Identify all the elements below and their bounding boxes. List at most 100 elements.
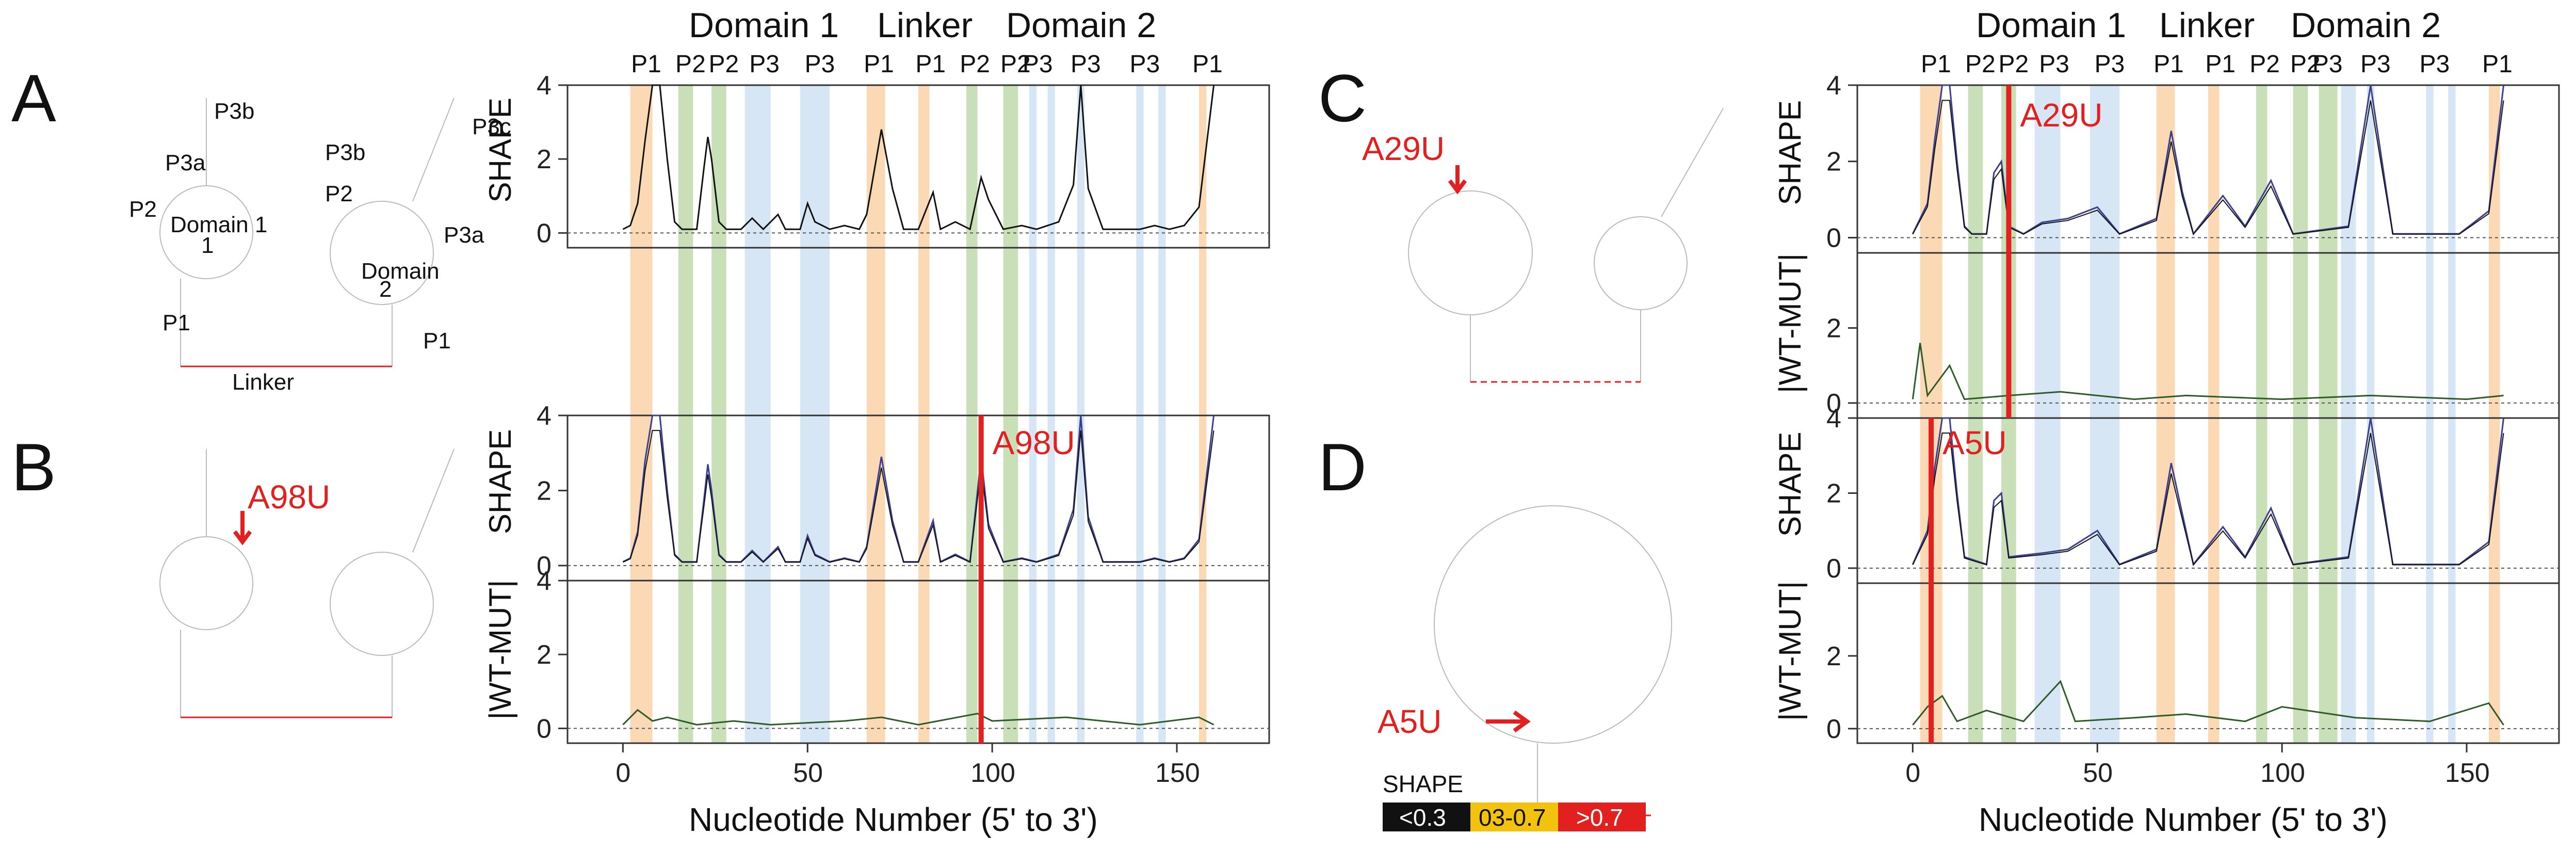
legend-swatch-low <box>1383 803 1470 831</box>
structure-d: A5U <box>1378 505 1672 816</box>
band-blue <box>1029 85 1037 743</box>
chart-c-3: 0 2 4 SHAPE <box>1773 71 2560 254</box>
y-tick-label: 0 <box>1826 714 1841 744</box>
band-blue <box>2367 85 2375 743</box>
series-line-wt <box>1912 432 2504 566</box>
loop-domain1 <box>159 536 253 630</box>
region-label: P2 <box>2249 51 2280 78</box>
region-label: P3 <box>2419 51 2450 78</box>
band-green <box>2319 85 2338 743</box>
region-label: P2 <box>2290 51 2321 78</box>
chart-d-5: 0 2 4 SHAPE <box>1773 404 2560 584</box>
y-axis-label: SHAPE <box>1773 100 1807 205</box>
legend-label-high: >0.7 <box>1576 804 1623 831</box>
band-green <box>966 85 978 743</box>
region-label: P2 <box>675 51 706 78</box>
region-label: P3 <box>2360 51 2391 78</box>
band-orange <box>630 85 653 743</box>
x-tick-label: 150 <box>2445 758 2490 788</box>
y-tick-label: 2 <box>1826 147 1841 177</box>
y-tick-label: 0 <box>1826 223 1841 253</box>
header-domain1: Domain 1 <box>1976 6 2126 45</box>
x-tick-label: 150 <box>1155 758 1200 788</box>
y-tick-label: 4 <box>537 566 552 596</box>
region-label: P3 <box>1129 51 1160 78</box>
y-axis-label: |WT-MUT| <box>1773 253 1807 393</box>
region-label: P2 <box>960 51 990 78</box>
region-label: P1 <box>1921 51 1951 78</box>
y-axis-label: SHAPE <box>483 98 517 202</box>
legend-label-mid: 03-0.7 <box>1479 804 1546 831</box>
band-blue <box>2341 85 2356 743</box>
header-right: Domain 1 Linker Domain 2 <box>1976 6 2441 45</box>
band-green <box>1003 85 1018 743</box>
band-blue <box>2034 85 2061 743</box>
band-blue <box>744 85 771 743</box>
y-tick-label: 2 <box>1826 641 1841 671</box>
band-blue <box>2426 85 2434 743</box>
series-line-wt <box>622 430 1214 563</box>
y-tick-label: 0 <box>537 218 552 248</box>
band-orange <box>1199 85 1207 743</box>
region-bands-left <box>630 85 1207 743</box>
band-orange <box>2208 85 2219 743</box>
y-tick-label: 0 <box>537 714 552 744</box>
y-tick-label: 2 <box>1826 478 1841 508</box>
plot-frame <box>1856 582 2560 744</box>
band-blue <box>1136 85 1144 743</box>
region-label: P1 <box>2153 51 2184 78</box>
region-label: P1 <box>2205 51 2235 78</box>
structure-c: A29U <box>1362 108 1724 383</box>
series-line <box>622 84 1215 231</box>
region-label: P1 <box>864 51 894 78</box>
panel-letter-c: C <box>1318 60 1367 136</box>
region-label: P1 <box>1192 51 1223 78</box>
mutation-lines: A98U A29U A5U <box>978 85 2103 743</box>
region-label: P3 <box>2039 51 2069 78</box>
mutation-label-b: A98U <box>248 478 330 516</box>
label-p3a-right: P3a <box>444 222 484 248</box>
region-label: P2 <box>1998 51 2029 78</box>
loop-domain2 <box>1594 216 1688 310</box>
x-axis-label-left: Nucleotide Number (5' to 3') <box>689 801 1098 838</box>
chart-d-6: 0 2 |WT-MUT| 0 50 100 150 <box>1773 581 2560 788</box>
band-blue <box>2448 85 2456 743</box>
region-label: P3 <box>805 51 835 78</box>
header-domain2: Domain 2 <box>1006 6 1156 45</box>
stem-p3-right <box>1661 108 1724 217</box>
band-green <box>711 85 726 743</box>
band-blue <box>1047 85 1055 743</box>
structure-a: P3b P3a P2 P1 P3c P3b P2 P3a P1 Domain 1… <box>129 98 511 395</box>
chart-a-0: 0 2 4 SHAPE <box>483 71 1270 249</box>
band-green <box>2293 85 2308 743</box>
series-line <box>1912 417 2505 567</box>
x-axis-label-right: Nucleotide Number (5' to 3') <box>1979 801 2388 838</box>
band-orange <box>2156 85 2175 743</box>
structure-b: A98U <box>159 448 455 718</box>
mutation-line-label: A29U <box>2020 97 2102 134</box>
y-tick-label: 2 <box>537 476 552 506</box>
y-tick-label: 4 <box>537 401 552 431</box>
region-label: P1 <box>631 51 661 78</box>
band-green <box>2256 85 2267 743</box>
band-orange <box>918 85 930 743</box>
x-tick-label: 50 <box>2083 758 2113 788</box>
shape-legend: SHAPE <0.3 03-0.7 >0.7 <box>1383 771 1646 831</box>
band-green <box>678 85 693 743</box>
y-tick-label: 0 <box>1826 554 1841 584</box>
y-axis-label: |WT-MUT| <box>483 580 517 719</box>
series-line-wt <box>1912 100 2504 235</box>
mutation-label-c: A29U <box>1362 130 1445 167</box>
label-p2-left: P2 <box>129 197 157 222</box>
mutation-arrow-b <box>233 511 252 546</box>
loop-domain2 <box>330 552 434 656</box>
panel-letter-a: A <box>11 60 56 136</box>
label-domain1-num: 1 <box>201 233 214 258</box>
series-line <box>1912 680 2504 726</box>
label-p1-left: P1 <box>163 310 190 335</box>
y-tick-label: 4 <box>1826 404 1841 434</box>
region-label: P3 <box>2095 51 2125 78</box>
